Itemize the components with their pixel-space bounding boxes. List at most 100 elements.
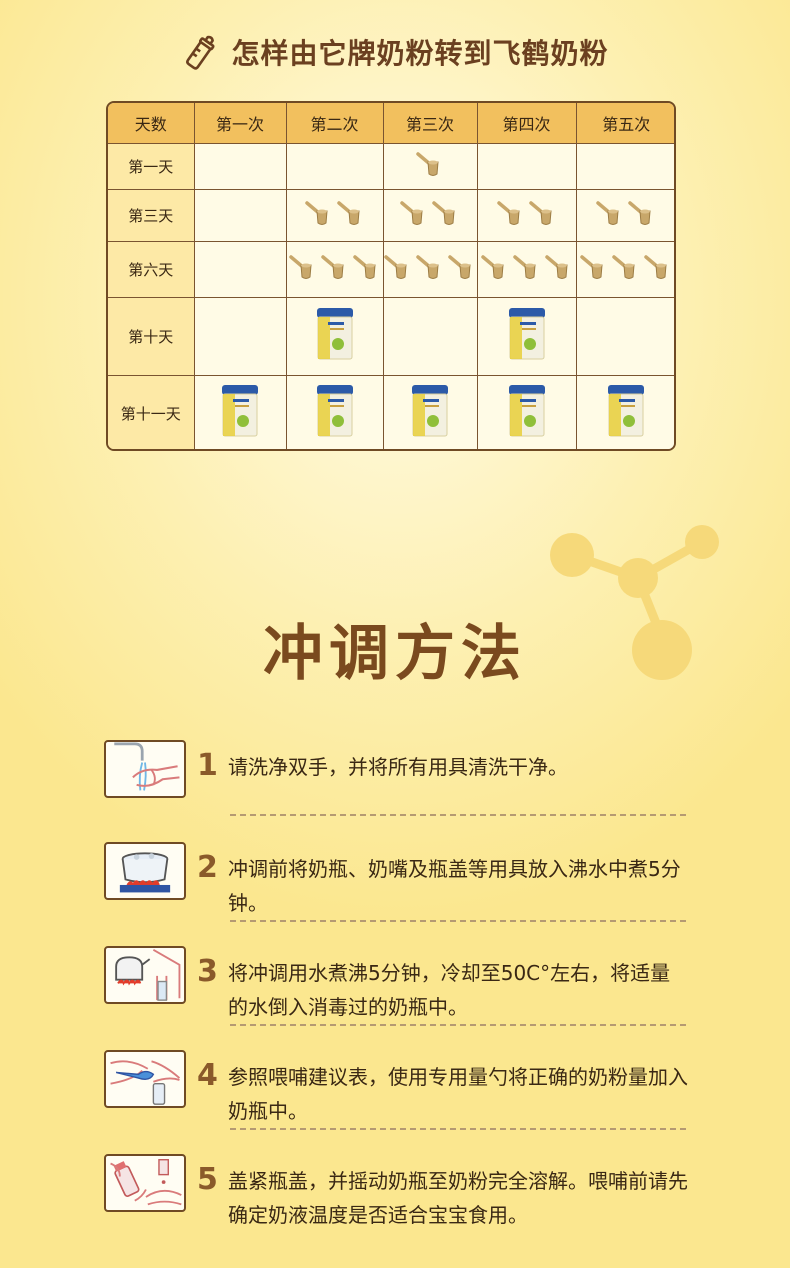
measuring-spoon-icon bbox=[496, 198, 526, 232]
header: 怎样由它牌奶粉转到飞鹤奶粉 bbox=[0, 30, 790, 74]
kettle-pour-icon bbox=[104, 946, 186, 1004]
table-row: 第三天 bbox=[108, 188, 674, 242]
row-label: 第三天 bbox=[108, 188, 195, 242]
measuring-spoon-icon bbox=[288, 252, 318, 286]
table-cell bbox=[575, 188, 674, 242]
measuring-spoon-icon bbox=[431, 198, 461, 232]
milk-powder-can-icon bbox=[219, 383, 261, 443]
measuring-spoon-icon bbox=[447, 252, 477, 286]
milk-powder-can-icon bbox=[506, 306, 548, 366]
divider bbox=[230, 1024, 686, 1026]
divider bbox=[230, 920, 686, 922]
milk-powder-can-icon bbox=[314, 383, 356, 443]
table-cell bbox=[476, 374, 577, 449]
step-number: 3 bbox=[197, 954, 218, 989]
table-cell bbox=[382, 188, 478, 242]
row-label: 第六天 bbox=[108, 240, 195, 298]
measuring-spoon-icon bbox=[336, 198, 366, 232]
step-text: 将冲调用水煮沸5分钟，冷却至50C°左右，将适量的水倒入消毒过的奶瓶中。 bbox=[228, 961, 671, 1019]
table-cell bbox=[476, 188, 577, 242]
table-row: 第六天 bbox=[108, 240, 674, 298]
measuring-spoon-icon bbox=[512, 252, 542, 286]
table-cell bbox=[193, 143, 287, 190]
column-header: 第一次 bbox=[193, 103, 287, 144]
scoop-powder-icon bbox=[104, 1050, 186, 1108]
step-text: 请洗净双手，并将所有用具清洗干净。 bbox=[228, 755, 568, 779]
table-cell bbox=[476, 296, 577, 376]
measuring-spoon-icon bbox=[528, 198, 558, 232]
table-cell bbox=[575, 374, 674, 449]
milk-powder-can-icon bbox=[314, 306, 356, 366]
table-cell bbox=[193, 296, 287, 376]
row-label: 第十一天 bbox=[108, 374, 195, 449]
step-number: 1 bbox=[197, 748, 218, 783]
hand-washing-icon bbox=[104, 740, 186, 798]
milk-powder-can-icon bbox=[506, 383, 548, 443]
divider bbox=[230, 1128, 686, 1130]
table-row: 第十天 bbox=[108, 296, 674, 376]
step-2: 2 冲调前将奶瓶、奶嘴及瓶盖等用具放入沸水中煮5分钟。 bbox=[104, 842, 694, 915]
baby-bottle-icon bbox=[186, 35, 216, 70]
measuring-spoon-icon bbox=[480, 252, 510, 286]
measuring-spoon-icon bbox=[383, 252, 413, 286]
column-header: 第二次 bbox=[285, 103, 384, 144]
table-cell bbox=[476, 143, 577, 190]
step-text: 盖紧瓶盖，并摇动奶瓶至奶粉完全溶解。喂哺前请先确定奶液温度是否适合宝宝食用。 bbox=[228, 1169, 688, 1227]
measuring-spoon-icon bbox=[399, 198, 429, 232]
step-text: 参照喂哺建议表，使用专用量勺将正确的奶粉量加入奶瓶中。 bbox=[228, 1065, 688, 1123]
measuring-spoon-icon bbox=[595, 198, 625, 232]
measuring-spoon-icon bbox=[415, 149, 445, 183]
table-cell bbox=[285, 188, 384, 242]
table-cell bbox=[382, 143, 478, 190]
table-header-row: 天数 第一次 第二次 第三次 第四次 第五次 bbox=[108, 103, 674, 144]
step-number: 2 bbox=[197, 850, 218, 885]
step-3: 3 将冲调用水煮沸5分钟，冷却至50C°左右，将适量的水倒入消毒过的奶瓶中。 bbox=[104, 946, 694, 1019]
step-text: 冲调前将奶瓶、奶嘴及瓶盖等用具放入沸水中煮5分钟。 bbox=[228, 857, 681, 915]
page-title: 怎样由它牌奶粉转到飞鹤奶粉 bbox=[231, 37, 609, 70]
divider bbox=[230, 814, 686, 816]
step-number: 4 bbox=[197, 1058, 218, 1093]
measuring-spoon-icon bbox=[544, 252, 574, 286]
measuring-spoon-icon bbox=[352, 252, 382, 286]
table-cell bbox=[382, 374, 478, 449]
shake-bottle-icon bbox=[104, 1154, 186, 1212]
measuring-spoon-icon bbox=[579, 252, 609, 286]
row-label: 第十天 bbox=[108, 296, 195, 376]
measuring-spoon-icon bbox=[643, 252, 673, 286]
column-header: 第五次 bbox=[575, 103, 674, 144]
table-cell bbox=[575, 240, 674, 298]
table-row: 第一天 bbox=[108, 143, 674, 190]
step-5: 5 盖紧瓶盖，并摇动奶瓶至奶粉完全溶解。喂哺前请先确定奶液温度是否适合宝宝食用。 bbox=[104, 1154, 694, 1227]
measuring-spoon-icon bbox=[627, 198, 657, 232]
column-header: 第四次 bbox=[476, 103, 577, 144]
step-1: 1 请洗净双手，并将所有用具清洗干净。 bbox=[104, 740, 694, 800]
milk-powder-can-icon bbox=[605, 383, 647, 443]
column-header: 天数 bbox=[108, 103, 195, 144]
section-title: 冲调方法 bbox=[263, 619, 527, 689]
table-cell bbox=[285, 374, 384, 449]
table-cell bbox=[476, 240, 577, 298]
measuring-spoon-icon bbox=[611, 252, 641, 286]
molecule-decoration bbox=[550, 525, 719, 680]
measuring-spoon-icon bbox=[415, 252, 445, 286]
column-header: 第三次 bbox=[382, 103, 478, 144]
table-cell bbox=[382, 296, 478, 376]
table-cell bbox=[285, 296, 384, 376]
table-cell bbox=[193, 240, 287, 298]
measuring-spoon-icon bbox=[304, 198, 334, 232]
measuring-spoon-icon bbox=[320, 252, 350, 286]
step-number: 5 bbox=[197, 1162, 218, 1197]
table-cell bbox=[575, 143, 674, 190]
table-cell bbox=[193, 188, 287, 242]
table-cell bbox=[285, 143, 384, 190]
table-cell bbox=[575, 296, 674, 376]
row-label: 第一天 bbox=[108, 143, 195, 190]
table-row: 第十一天 bbox=[108, 374, 674, 449]
schedule-table: 天数 第一次 第二次 第三次 第四次 第五次 第一天 第三天 第六天 第十天 第十一天 bbox=[106, 101, 676, 451]
boiling-pot-icon bbox=[104, 842, 186, 900]
step-4: 4 参照喂哺建议表，使用专用量勺将正确的奶粉量加入奶瓶中。 bbox=[104, 1050, 694, 1123]
table-cell bbox=[285, 240, 384, 298]
table-cell bbox=[193, 374, 287, 449]
table-cell bbox=[382, 240, 478, 298]
